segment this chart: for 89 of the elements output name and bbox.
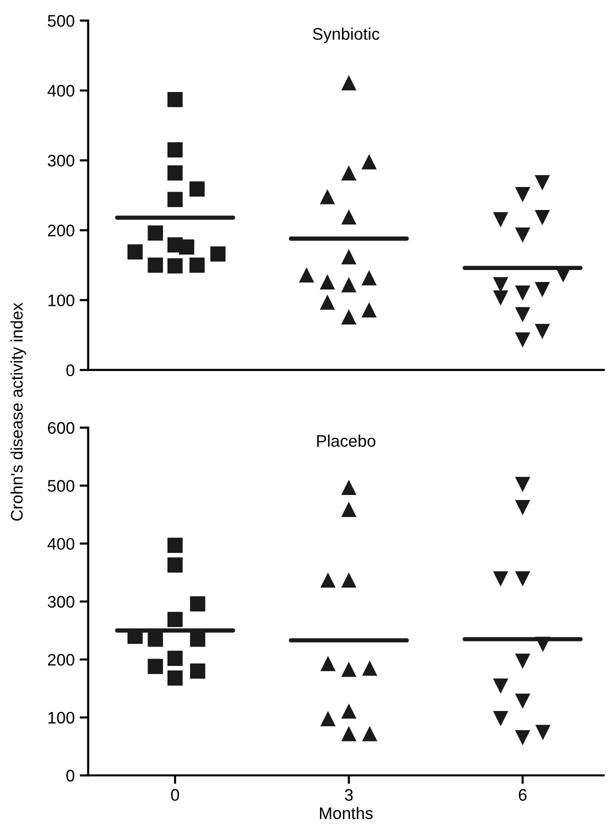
point xyxy=(515,332,530,348)
point xyxy=(362,726,378,742)
point xyxy=(320,274,336,290)
point xyxy=(320,294,336,310)
x-axis-title: Months xyxy=(320,806,373,820)
point xyxy=(320,572,336,588)
point xyxy=(148,225,163,241)
point xyxy=(148,258,163,273)
point xyxy=(341,502,356,517)
y-tick-label: 400 xyxy=(48,538,74,550)
point xyxy=(534,282,550,298)
chart-title: Synbiotic xyxy=(312,28,380,44)
point xyxy=(341,249,356,264)
point xyxy=(167,538,183,553)
point xyxy=(210,246,226,262)
point xyxy=(493,277,508,292)
point xyxy=(515,730,530,746)
point xyxy=(148,632,163,647)
point xyxy=(167,650,183,666)
point xyxy=(515,286,530,301)
point xyxy=(341,277,356,292)
point xyxy=(535,636,551,652)
point xyxy=(341,703,356,719)
point xyxy=(179,239,194,255)
point xyxy=(515,307,530,322)
point xyxy=(298,267,314,283)
y-tick-label: 200 xyxy=(48,224,74,236)
point xyxy=(167,192,183,208)
y-tick-label: 400 xyxy=(48,84,74,97)
point xyxy=(362,660,378,676)
x-tick-label: 3 xyxy=(344,789,353,801)
point xyxy=(167,142,183,158)
point xyxy=(167,165,183,181)
point xyxy=(493,710,508,726)
point xyxy=(341,165,356,181)
point xyxy=(189,181,205,197)
y-tick-label: 0 xyxy=(66,364,74,376)
y-axis-title: Crohn's disease activity index xyxy=(10,302,26,521)
point xyxy=(320,710,336,726)
point xyxy=(515,228,530,243)
y-tick-label: 100 xyxy=(48,294,74,306)
point xyxy=(341,572,356,588)
point xyxy=(515,654,530,669)
point xyxy=(515,571,530,587)
point xyxy=(493,571,508,587)
point xyxy=(167,612,183,628)
y-tick-label: 300 xyxy=(48,596,74,608)
x-tick-label: 0 xyxy=(171,789,180,801)
point xyxy=(515,500,530,516)
point xyxy=(534,175,550,190)
y-tick-label: 100 xyxy=(48,712,74,724)
y-tick-label: 500 xyxy=(48,15,74,27)
point xyxy=(493,678,508,694)
point xyxy=(534,324,550,340)
point xyxy=(320,656,336,672)
point xyxy=(189,258,205,273)
chart-title: Placebo xyxy=(317,434,376,447)
point xyxy=(493,212,508,228)
point xyxy=(167,92,183,108)
point xyxy=(515,476,530,492)
point xyxy=(515,694,530,709)
point xyxy=(515,186,530,202)
x-tick-label: 6 xyxy=(518,789,527,801)
point xyxy=(341,309,356,324)
y-tick-label: 500 xyxy=(48,480,74,492)
point xyxy=(534,210,550,226)
point xyxy=(341,209,356,225)
y-tick-label: 600 xyxy=(48,422,74,434)
y-tick-label: 0 xyxy=(66,770,74,782)
point xyxy=(190,632,206,647)
point xyxy=(341,75,356,90)
point xyxy=(148,658,163,674)
point xyxy=(362,154,377,170)
point xyxy=(341,662,356,677)
point xyxy=(167,258,183,274)
point xyxy=(493,290,508,306)
point xyxy=(535,724,551,740)
point xyxy=(167,670,183,686)
point xyxy=(190,663,206,679)
point xyxy=(341,480,356,495)
point xyxy=(320,189,336,204)
point xyxy=(127,244,143,260)
point xyxy=(362,302,377,318)
point xyxy=(167,557,183,573)
y-tick-label: 300 xyxy=(48,154,74,167)
point xyxy=(190,596,206,612)
point xyxy=(362,270,377,286)
y-tick-label: 200 xyxy=(48,654,74,666)
point xyxy=(341,726,356,742)
